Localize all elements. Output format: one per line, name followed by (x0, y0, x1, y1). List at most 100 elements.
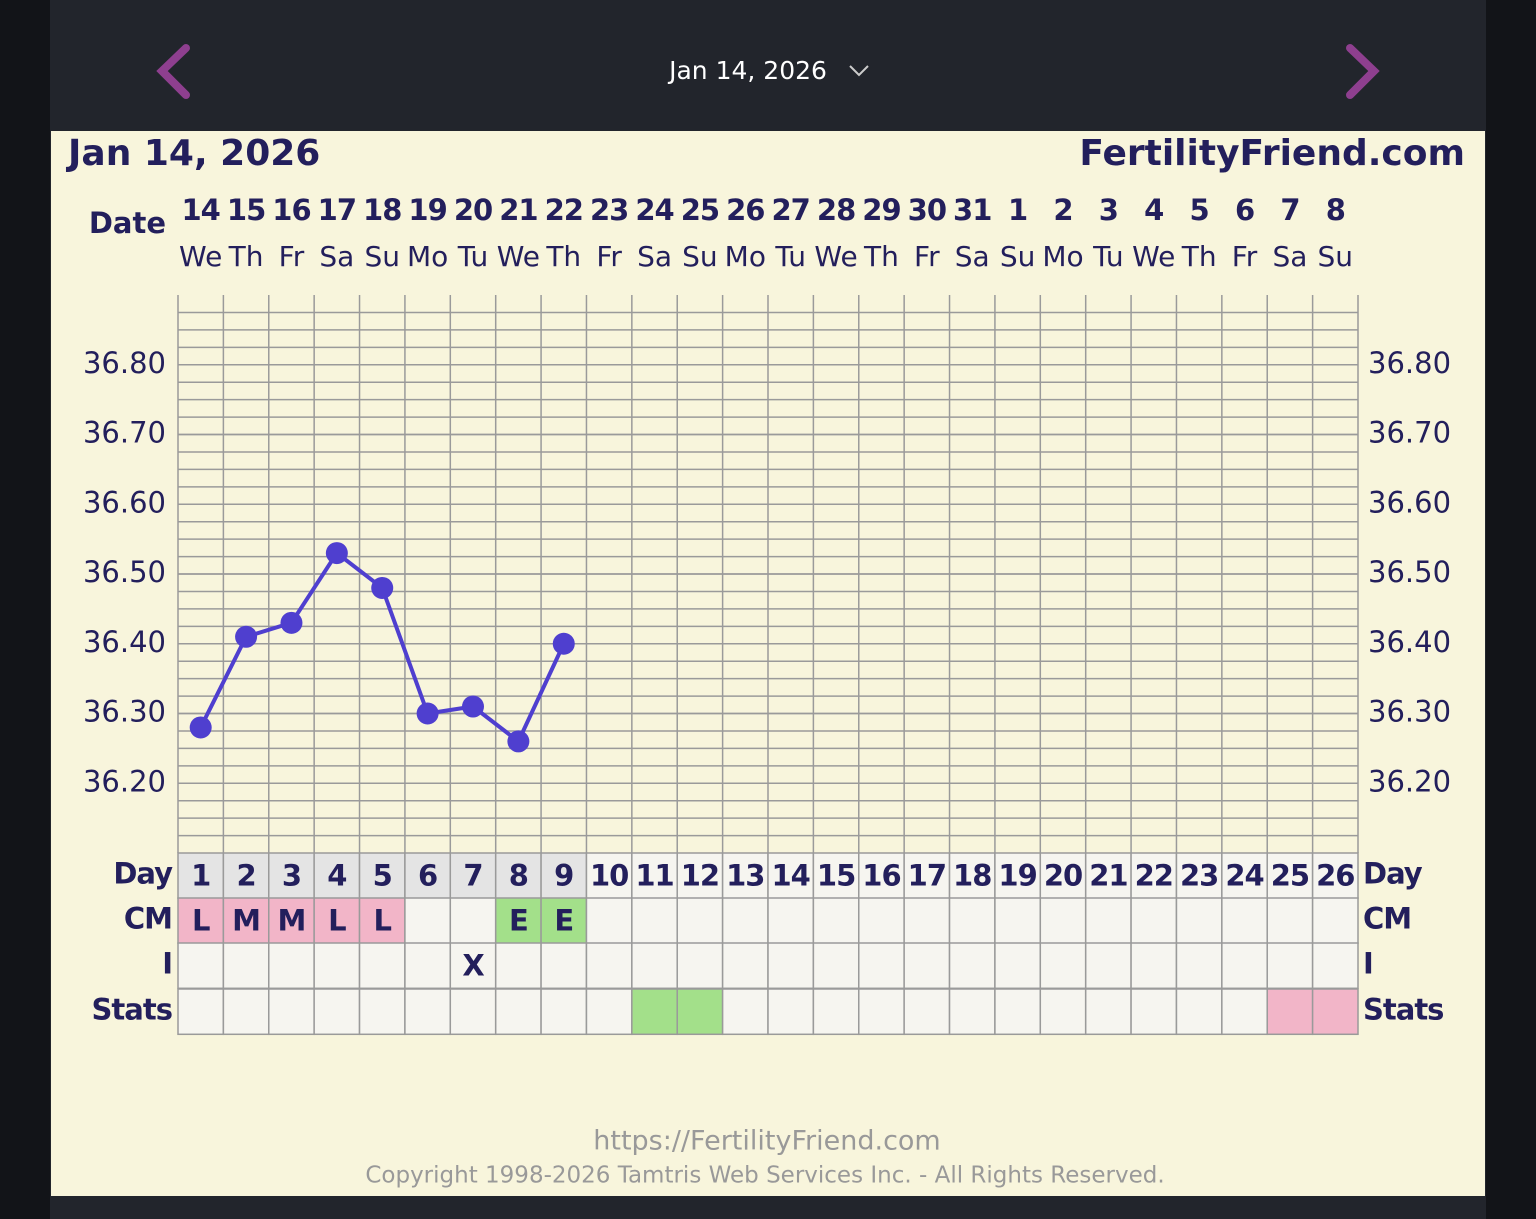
days-text: 6 (418, 859, 437, 893)
days-text: 22 (1135, 859, 1173, 893)
days-text: 18 (953, 859, 991, 893)
cm-text: L (192, 904, 210, 938)
days-cell (1266, 852, 1314, 900)
date-label: 19 (408, 193, 446, 227)
days-text: 9 (554, 859, 573, 893)
date-label: 28 (817, 193, 855, 227)
stats-cell (449, 988, 497, 1036)
cm-cell (1084, 897, 1132, 945)
weekday-label: Sa (955, 240, 990, 273)
stats-cell (1039, 988, 1087, 1036)
stats-cell (994, 988, 1042, 1036)
stats-cell (404, 988, 452, 1036)
stats-cell (358, 988, 406, 1036)
weekday-label: Sa (637, 240, 672, 273)
days-cell (858, 852, 905, 900)
date-label: 18 (363, 193, 401, 227)
weekday-label: Tu (774, 240, 806, 273)
row-label: Day (113, 857, 173, 891)
cm-cell (994, 897, 1042, 945)
weekday-label: Th (228, 240, 264, 273)
cm-cell (1266, 897, 1314, 945)
cm-cell (767, 897, 815, 945)
next-button[interactable] (1346, 44, 1380, 99)
weekday-label: Sa (319, 240, 354, 273)
y-tick-label: 36.70 (83, 416, 166, 450)
y-tick-label: 36.60 (83, 485, 166, 519)
days-cell (948, 852, 996, 900)
date-label: 20 (454, 193, 492, 227)
temperature-point (552, 632, 575, 655)
date-label: Date (89, 206, 166, 240)
days-text: 24 (1225, 859, 1263, 893)
intercourse-cell (812, 942, 860, 990)
weekday-label: Fr (279, 240, 305, 273)
y-tick-label: 36.80 (83, 346, 166, 380)
days-text: 19 (998, 859, 1036, 893)
weekday-label: Th (863, 240, 899, 273)
days-cell (222, 852, 270, 900)
days-cell (268, 852, 315, 900)
cm-cell (449, 897, 497, 945)
date-label: 27 (772, 193, 810, 227)
date-label: 3 (1099, 193, 1118, 227)
cm-text: L (328, 904, 346, 938)
date-label: 21 (499, 193, 537, 227)
date-label: 15 (227, 193, 265, 227)
cm-cell (1175, 897, 1223, 945)
date-picker[interactable]: Jan 14, 2026 (667, 56, 827, 85)
weekday-label: Su (364, 240, 400, 273)
days-cell (676, 852, 724, 900)
days-text: 20 (1044, 859, 1082, 893)
days-text: 17 (908, 859, 946, 893)
days-cell (1221, 852, 1268, 900)
days-text: 11 (635, 859, 673, 893)
cm-cell (1311, 897, 1359, 945)
footer-url[interactable]: https://FertilityFriend.com (593, 1126, 940, 1157)
intercourse-text: X (462, 949, 484, 983)
days-cell (404, 852, 452, 900)
cm-text: M (278, 904, 306, 938)
stats-cell (858, 988, 905, 1036)
stats-cell (903, 988, 951, 1036)
cm-text: E (509, 904, 528, 938)
weekday-label: Mo (725, 240, 766, 273)
temperature-point (280, 611, 303, 634)
weekday-label: We (497, 240, 540, 273)
dropdown-icon[interactable] (849, 65, 869, 77)
weekday-label: Fr (914, 240, 940, 273)
row-label-right: I (1363, 947, 1373, 981)
days-cell (767, 852, 815, 900)
cm-cell (676, 897, 724, 945)
temperature-point (189, 716, 212, 739)
cm-cell (1039, 897, 1087, 945)
days-text: 3 (282, 859, 301, 893)
stats-cell (222, 988, 270, 1036)
days-text: 21 (1089, 859, 1127, 893)
stats-cell (676, 988, 724, 1036)
intercourse-cell (1311, 942, 1359, 990)
weekday-label: Tu (457, 240, 489, 273)
y2-tick-label: 36.50 (1368, 555, 1451, 589)
intercourse-cell (676, 942, 724, 990)
days-text: 12 (681, 859, 719, 893)
intercourse-cell (994, 942, 1042, 990)
y2-tick-label: 36.70 (1368, 416, 1451, 450)
date-label: 2 (1053, 193, 1072, 227)
days-text: 25 (1271, 859, 1309, 893)
weekday-label: Su (1318, 240, 1354, 273)
cm-cell (1130, 897, 1178, 945)
date-label: 6 (1235, 193, 1254, 227)
days-text: 2 (236, 859, 255, 893)
intercourse-cell (177, 942, 225, 990)
stats-cell (1175, 988, 1223, 1036)
prev-button[interactable] (156, 44, 190, 99)
date-label: 8 (1326, 193, 1345, 227)
temperature-point (462, 695, 484, 718)
days-text: 16 (862, 859, 900, 893)
stats-cell (1311, 988, 1359, 1036)
y-tick-label: 36.50 (83, 555, 166, 589)
date-label: 29 (862, 193, 900, 227)
weekday-label: Mo (1042, 240, 1083, 273)
weekday-label: Su (682, 240, 718, 273)
